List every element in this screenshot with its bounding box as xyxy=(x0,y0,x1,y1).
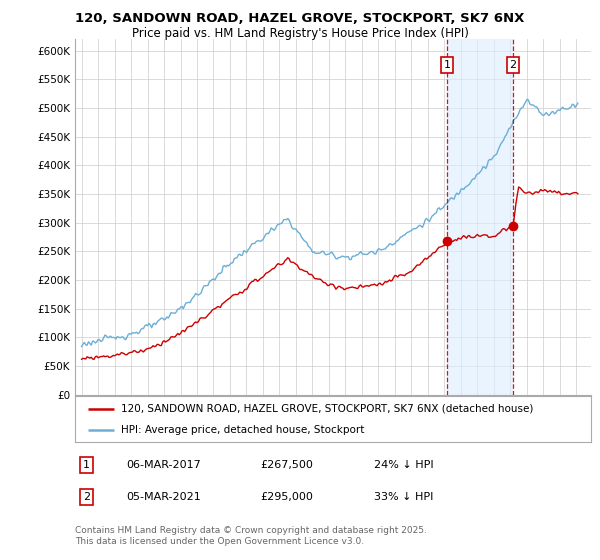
Text: £295,000: £295,000 xyxy=(261,492,314,502)
Text: £267,500: £267,500 xyxy=(261,460,314,470)
Text: 1: 1 xyxy=(443,60,451,70)
Text: 120, SANDOWN ROAD, HAZEL GROVE, STOCKPORT, SK7 6NX: 120, SANDOWN ROAD, HAZEL GROVE, STOCKPOR… xyxy=(76,12,524,25)
Text: 1: 1 xyxy=(83,460,90,470)
Text: 24% ↓ HPI: 24% ↓ HPI xyxy=(374,460,434,470)
Text: Contains HM Land Registry data © Crown copyright and database right 2025.
This d: Contains HM Land Registry data © Crown c… xyxy=(75,526,427,546)
Text: 06-MAR-2017: 06-MAR-2017 xyxy=(127,460,202,470)
Text: 2: 2 xyxy=(509,60,517,70)
Text: 33% ↓ HPI: 33% ↓ HPI xyxy=(374,492,434,502)
Bar xyxy=(447,39,513,395)
Text: 05-MAR-2021: 05-MAR-2021 xyxy=(127,492,202,502)
Text: Price paid vs. HM Land Registry's House Price Index (HPI): Price paid vs. HM Land Registry's House … xyxy=(131,27,469,40)
Text: HPI: Average price, detached house, Stockport: HPI: Average price, detached house, Stoc… xyxy=(121,425,365,435)
Text: 120, SANDOWN ROAD, HAZEL GROVE, STOCKPORT, SK7 6NX (detached house): 120, SANDOWN ROAD, HAZEL GROVE, STOCKPOR… xyxy=(121,404,534,414)
Text: 2: 2 xyxy=(83,492,90,502)
